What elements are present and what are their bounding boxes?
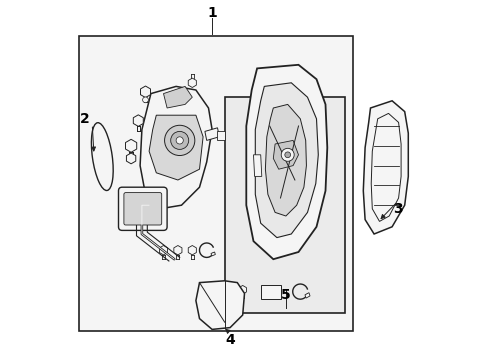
Circle shape [170, 131, 188, 149]
Text: 2: 2 [79, 112, 89, 126]
Polygon shape [149, 115, 203, 180]
Circle shape [131, 199, 136, 204]
FancyBboxPatch shape [123, 193, 162, 225]
Polygon shape [140, 86, 212, 209]
Polygon shape [265, 104, 306, 216]
Polygon shape [125, 139, 137, 152]
Text: 1: 1 [207, 6, 217, 19]
Circle shape [284, 152, 290, 158]
Polygon shape [126, 153, 136, 164]
Circle shape [128, 211, 139, 221]
Circle shape [164, 125, 194, 156]
Polygon shape [204, 128, 219, 140]
Text: 5: 5 [281, 288, 290, 302]
Polygon shape [239, 285, 246, 294]
Polygon shape [211, 252, 215, 256]
Polygon shape [133, 115, 143, 126]
FancyBboxPatch shape [118, 187, 167, 230]
Polygon shape [217, 131, 224, 140]
Polygon shape [188, 78, 196, 87]
Polygon shape [253, 155, 261, 176]
Text: 4: 4 [225, 333, 235, 347]
Circle shape [146, 196, 157, 207]
Bar [224, 97, 345, 313]
Circle shape [149, 199, 154, 204]
Bar [260, 285, 280, 299]
Circle shape [176, 137, 183, 144]
Circle shape [142, 97, 148, 103]
Bar [79, 36, 352, 331]
Polygon shape [246, 65, 326, 259]
Polygon shape [159, 246, 167, 255]
Polygon shape [273, 140, 298, 169]
Polygon shape [174, 246, 182, 255]
Circle shape [149, 213, 154, 219]
Circle shape [146, 211, 157, 221]
Circle shape [131, 213, 136, 219]
Polygon shape [255, 83, 318, 238]
Polygon shape [305, 293, 309, 298]
Polygon shape [188, 246, 196, 255]
Circle shape [128, 196, 139, 207]
Polygon shape [363, 101, 407, 234]
Polygon shape [196, 281, 244, 329]
Circle shape [281, 148, 294, 161]
Polygon shape [370, 113, 400, 221]
Polygon shape [163, 86, 192, 108]
Text: 3: 3 [392, 202, 402, 216]
Polygon shape [140, 86, 150, 98]
Ellipse shape [91, 123, 113, 190]
